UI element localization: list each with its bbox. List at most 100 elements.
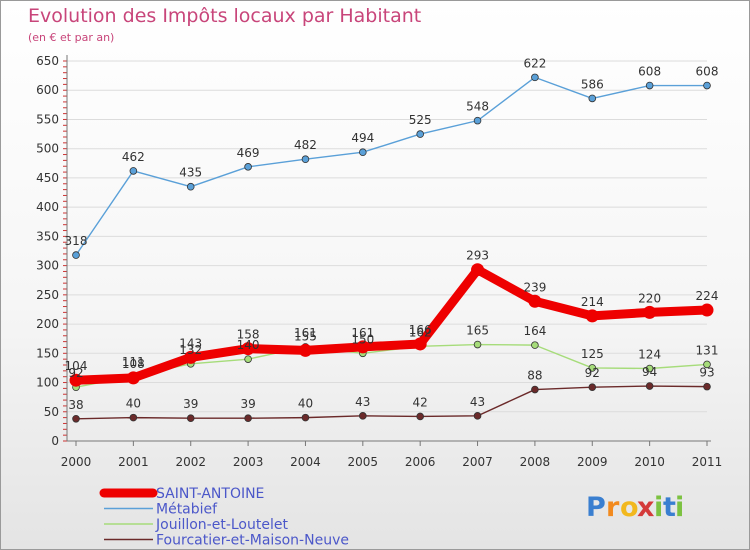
y-tick-label: 150 [36,346,59,360]
data-point [416,130,424,138]
data-label: 608 [696,65,719,79]
series-line-Fourcatier-et-Maison-Neuve [75,385,708,420]
brand-letter: r [606,492,620,523]
data-point [72,414,80,423]
y-tick-label: 350 [36,229,59,243]
data-point [643,305,657,319]
x-tick-label: 2009 [577,455,608,469]
y-tick-label: 200 [36,317,59,331]
brand-letter: x [637,492,654,523]
data-label: 108 [122,357,145,371]
y-tick-label: 550 [36,112,59,126]
data-point [241,342,255,356]
y-tick-label: 450 [36,171,59,185]
data-point [703,81,711,90]
data-point [531,385,539,394]
data-label: 43 [470,395,485,409]
data-label: 125 [581,347,604,361]
gridlines [67,60,707,442]
data-label: 140 [237,338,260,352]
chart-title: Evolution des Impôts locaux par Habitant [28,5,421,27]
data-label: 435 [179,166,202,180]
data-label: 92 [585,366,600,380]
data-label: 494 [351,131,374,145]
y-tick-label: 250 [36,288,59,302]
data-point [703,382,711,391]
brand-letter: i [654,492,663,523]
x-tick-label: 2003 [233,455,264,469]
data-point [588,94,597,103]
data-label: 150 [351,332,374,346]
data-point [244,414,252,423]
data-point [588,383,597,392]
data-label: 155 [294,329,317,343]
data-label: 162 [409,325,432,339]
data-point [69,373,83,387]
data-point [126,371,140,385]
data-point [588,364,597,372]
x-tick-label: 2005 [348,455,379,469]
brand-letter: i [675,492,684,523]
series-line-Métabief [75,76,708,256]
data-label: 525 [409,113,432,127]
data-label: 608 [638,65,661,79]
data-label: 586 [581,77,604,91]
y-axis-ticks: 0 50 100 150 200 250 300 350 400 450 500 550 600 650 [36,54,59,448]
brand-letter: t [663,492,676,523]
legend: SAINT-ANTOINEMétabiefJouillon-et-Loutele… [99,486,349,549]
data-label: 158 [237,328,260,342]
x-tick-label: 2008 [520,455,551,469]
data-label: 132 [179,343,202,357]
data-label: 220 [638,291,661,305]
data-point [585,309,599,323]
data-label: 161 [294,326,317,340]
y-tick-label: 600 [36,83,59,97]
data-point [528,294,542,308]
data-label: 111 [122,355,145,369]
data-point [186,182,195,191]
data-label: 93 [699,366,714,380]
data-label: 166 [409,323,432,337]
axes [63,55,711,446]
data-point [473,412,482,420]
legend-label: Jouillon-et-Loutelet [155,517,288,533]
y-tick-label: 50 [44,405,59,419]
data-point [129,167,138,175]
y-tick-label: 100 [36,376,59,390]
data-label: 548 [466,100,489,114]
data-label: 131 [696,343,719,357]
data-point [416,412,424,421]
data-label: 38 [68,398,83,412]
data-point [473,340,482,349]
data-point [359,412,367,420]
data-label: 40 [298,397,313,411]
data-label: 318 [65,234,88,248]
data-point [301,155,310,164]
data-label: 214 [581,295,604,309]
data-point [703,360,711,369]
data-label: 239 [523,280,546,294]
x-tick-label: 2007 [462,455,493,469]
data-point [244,355,252,363]
data-point [645,364,654,373]
data-point [356,340,370,354]
x-tick-label: 2001 [118,455,149,469]
x-tick-label: 2011 [692,455,723,469]
data-label: 39 [240,397,255,411]
data-label: 39 [183,397,198,411]
series-line-SAINT-ANTOINE [71,265,712,385]
series-layer [69,73,714,423]
data-label: 143 [179,336,202,350]
brand-letter: P [586,492,606,523]
data-point [186,414,195,423]
x-tick-label: 2002 [175,455,206,469]
data-point [473,116,482,125]
data-point [645,81,654,90]
data-label: 40 [126,397,141,411]
data-label: 462 [122,150,145,164]
legend-label: Métabief [156,502,218,518]
data-point [531,73,539,82]
data-label: 104 [65,359,88,373]
